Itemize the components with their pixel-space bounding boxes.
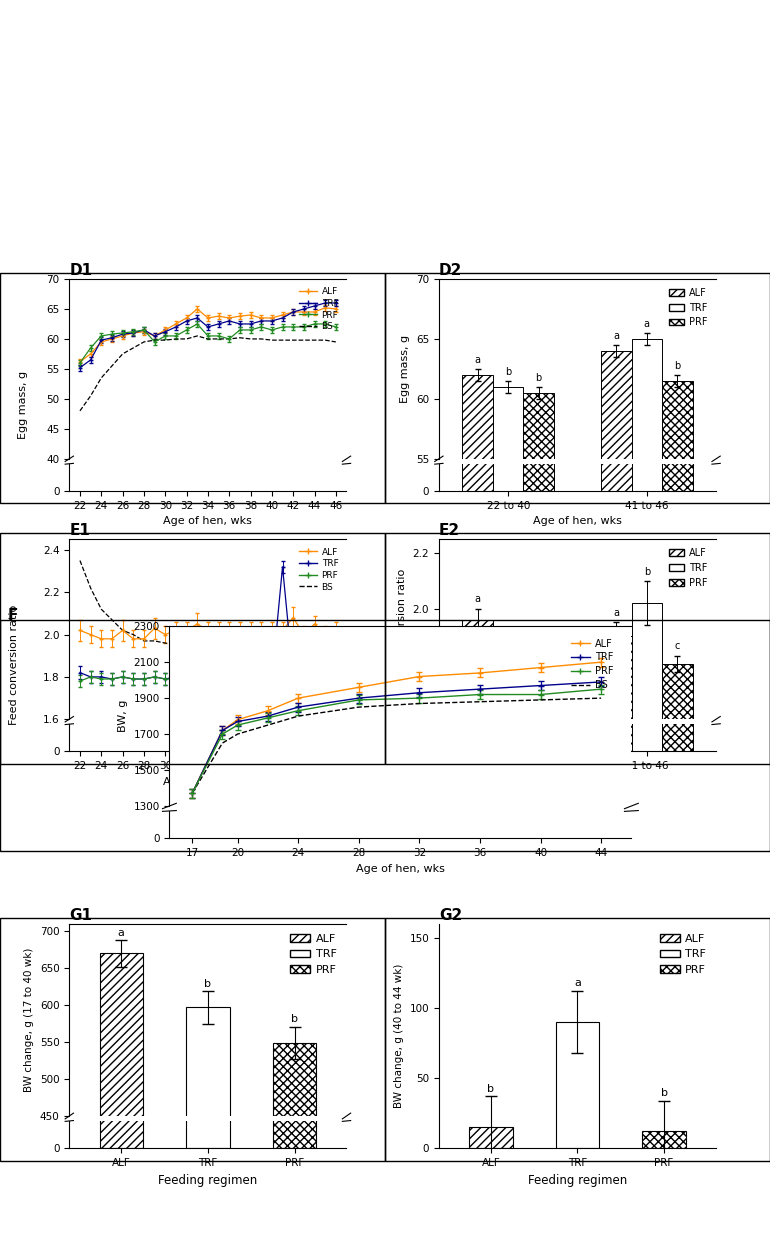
Text: b: b [644,567,650,577]
Bar [631,603,662,1162]
Bar [99,954,143,1240]
Legend: ALF, TRF, PRF, BS: ALF, TRF, PRF, BS [296,544,342,595]
Text: D2: D2 [439,263,462,278]
X-axis label: Age of hen, wks: Age of hen, wks [533,516,622,526]
Bar [463,217,493,751]
Text: a: a [574,978,581,988]
Text: a: a [475,594,480,604]
Bar [186,1007,229,1240]
Text: c: c [675,641,680,651]
Bar [493,159,524,491]
X-axis label: Feeding regimen: Feeding regimen [159,1173,257,1187]
Text: b: b [204,978,212,988]
X-axis label: Age of hen, wks: Age of hen, wks [163,776,253,786]
Bar [524,255,554,751]
Y-axis label: Feed conversion ratio: Feed conversion ratio [9,605,19,725]
Text: a: a [475,356,480,366]
Bar [463,374,493,1118]
Bar [601,636,631,1162]
Y-axis label: Egg mass, g: Egg mass, g [18,371,28,439]
Text: b: b [536,373,542,383]
Bar [642,1131,686,1148]
Bar [99,234,143,1148]
Bar [273,1043,316,1240]
Text: b: b [505,636,511,646]
Bar [463,620,493,1162]
Bar [524,658,554,1162]
Text: b: b [291,1014,298,1024]
Bar [662,155,692,491]
Y-axis label: Egg mass, g: Egg mass, g [400,335,410,403]
Text: G2: G2 [439,908,462,923]
Bar [601,141,631,491]
Bar [524,393,554,1118]
Text: D1: D1 [69,263,92,278]
Bar [662,260,692,751]
Bar [463,153,493,491]
Text: b: b [536,636,542,646]
Legend: ALF, TRF, PRF, BS: ALF, TRF, PRF, BS [296,284,342,335]
Text: E2: E2 [439,523,460,538]
Legend: ALF, TRF, PRF: ALF, TRF, PRF [665,544,711,591]
Y-axis label: BW change, g (17 to 40 wk): BW change, g (17 to 40 wk) [25,947,35,1092]
Bar [601,351,631,1118]
Bar [524,161,554,491]
Bar [631,339,662,1118]
Y-axis label: BW change, g (40 to 44 wk): BW change, g (40 to 44 wk) [394,963,404,1109]
Text: a: a [614,331,619,341]
Bar [556,1022,599,1148]
Bar [662,381,692,1118]
X-axis label: Age of hen, wks: Age of hen, wks [356,863,445,873]
Y-axis label: Feed conversion ratio: Feed conversion ratio [397,569,407,689]
X-axis label: Age of hen, wks: Age of hen, wks [533,776,622,786]
Text: b: b [505,367,511,377]
Text: a: a [644,320,650,330]
Bar [493,387,524,1118]
Text: G1: G1 [69,908,92,923]
Bar [631,201,662,751]
Bar [662,663,692,1162]
Bar [469,1127,513,1148]
Text: b: b [487,1084,494,1094]
Legend: ALF, TRF, PRF, BS: ALF, TRF, PRF, BS [567,635,618,694]
X-axis label: Feeding regimen: Feeding regimen [528,1173,627,1187]
Bar [493,255,524,751]
Legend: ALF, TRF, PRF: ALF, TRF, PRF [286,929,341,980]
Text: a: a [614,609,619,619]
Text: b: b [661,1087,668,1097]
X-axis label: Age of hen, wks: Age of hen, wks [163,516,253,526]
Legend: ALF, TRF, PRF: ALF, TRF, PRF [655,929,711,980]
Y-axis label: BW, g: BW, g [118,699,128,733]
Legend: ALF, TRF, PRF: ALF, TRF, PRF [665,284,711,331]
Bar [493,658,524,1162]
Bar [631,136,662,491]
Text: a: a [118,928,125,937]
Bar [186,334,229,1148]
Text: b: b [675,361,681,371]
Text: E1: E1 [69,523,90,538]
Bar [273,399,316,1148]
Bar [601,233,631,751]
Text: F: F [8,608,18,622]
